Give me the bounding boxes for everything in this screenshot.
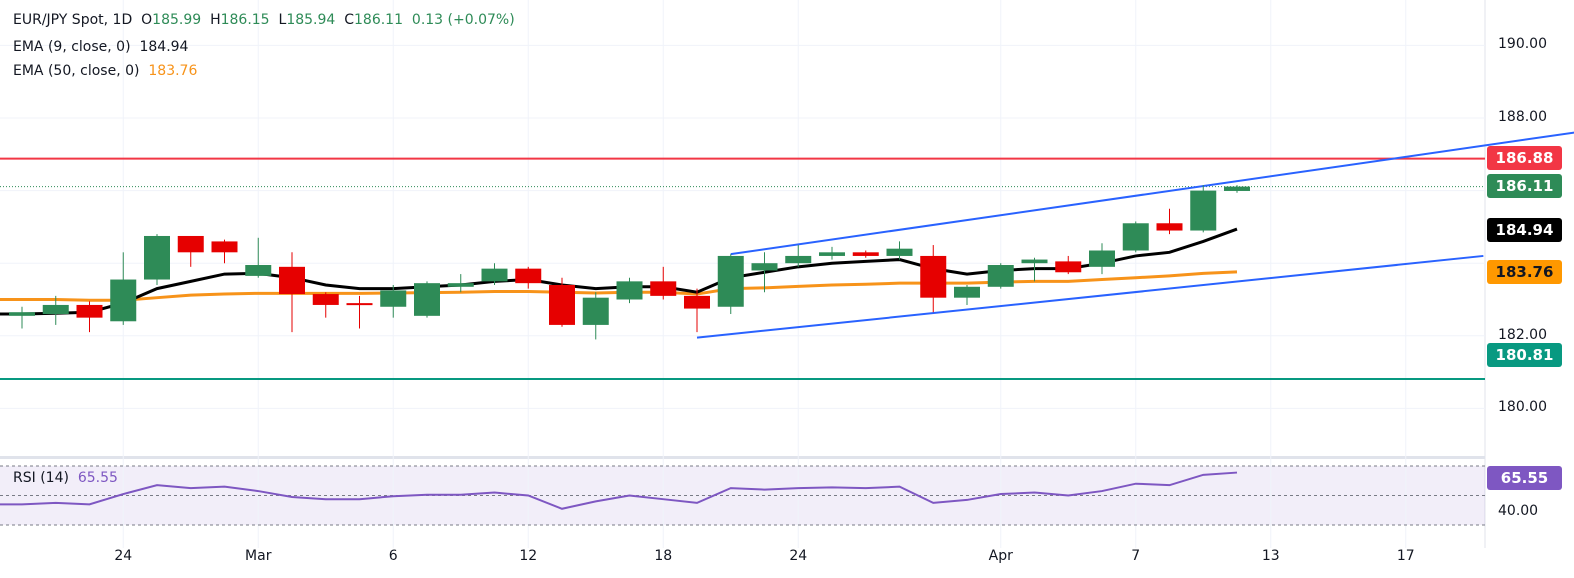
candle-body	[819, 252, 845, 256]
ema9-legend[interactable]: EMA (9, close, 0) 184.94	[13, 39, 188, 55]
candle-body	[1089, 250, 1115, 267]
ema50-value: 183.76	[148, 63, 198, 79]
ema50-label: EMA (50, close, 0)	[13, 63, 140, 79]
ema9-value: 184.94	[139, 39, 189, 55]
date-tick-label: 12	[519, 548, 538, 564]
candle-body	[42, 304, 69, 315]
rsi-axis-label: 40.00	[1498, 503, 1539, 519]
date-tick-label: Mar	[245, 548, 272, 564]
low-value: 185.94	[286, 12, 336, 28]
date-tick-label: 24	[114, 548, 133, 564]
symbol-title: EUR/JPY Spot, 1D	[13, 12, 133, 28]
open-value: 185.99	[152, 12, 202, 28]
candle-body	[1021, 259, 1048, 264]
channel-lower-line	[696, 254, 1484, 339]
close-value: 186.11	[354, 12, 403, 28]
candle-body	[414, 283, 440, 316]
candle-body	[920, 255, 947, 298]
candle-body	[177, 235, 204, 253]
candle-body	[886, 248, 913, 256]
ema9-line	[0, 227, 1238, 316]
rsi-line	[0, 471, 1238, 510]
price-tick-label: 190.00	[1498, 36, 1547, 53]
date-tick-label: 17	[1396, 548, 1415, 564]
candle-body	[76, 304, 103, 318]
candle-body	[717, 255, 744, 307]
ema50-line	[0, 270, 1238, 302]
candle-body	[650, 281, 677, 296]
rsi-legend[interactable]: RSI (14) 65.55	[13, 470, 118, 486]
resistance-price-badge: 186.88	[1487, 146, 1562, 170]
low-label: L	[278, 12, 287, 28]
panel-divider	[0, 456, 1485, 459]
support-price-badge: 180.81	[1487, 343, 1562, 367]
open-label: O	[141, 12, 153, 28]
date-tick-label: 7	[1131, 548, 1141, 564]
ema9-price-badge: 184.94	[1487, 218, 1562, 242]
close-label: C	[344, 12, 354, 28]
rsi-value: 65.55	[77, 470, 118, 486]
candle-body	[1190, 190, 1217, 231]
ema50-price-badge: 183.76	[1487, 260, 1562, 284]
candle-body	[312, 294, 339, 305]
candle-body	[481, 268, 508, 282]
candle-body	[447, 283, 474, 287]
candle-body	[144, 235, 170, 280]
candle-body	[110, 279, 137, 322]
candle-body	[785, 255, 812, 264]
candle-body	[515, 268, 542, 284]
rsi-label: RSI (14)	[13, 470, 69, 486]
candle-body	[954, 286, 980, 298]
candle-body	[1156, 223, 1183, 231]
candle-body	[1055, 261, 1082, 273]
date-tick-label: 18	[654, 548, 673, 564]
date-tick-label: Apr	[988, 548, 1013, 564]
candle-body	[346, 303, 373, 306]
ema9-label: EMA (9, close, 0)	[13, 39, 131, 55]
price-tick-label: 188.00	[1498, 109, 1547, 125]
symbol-legend: EUR/JPY Spot, 1D O185.99 H186.15 L185.94…	[13, 12, 515, 28]
candle-body	[549, 284, 575, 325]
candle-body	[211, 241, 238, 253]
candle-body	[1122, 223, 1149, 251]
candle-body	[1224, 186, 1250, 191]
candle-body	[751, 263, 778, 271]
ema50-legend[interactable]: EMA (50, close, 0) 183.76	[13, 63, 197, 79]
price-tick-label: 182.00	[1498, 326, 1547, 343]
rsi-value-badge: 65.55	[1487, 466, 1562, 490]
candle-body	[684, 295, 710, 309]
price-tick-label: 180.00	[1498, 399, 1547, 416]
candle-body	[616, 281, 643, 300]
candle-body	[279, 266, 305, 295]
candle-body	[582, 297, 609, 325]
candle-body	[852, 252, 879, 256]
candle-body	[9, 312, 35, 316]
date-tick-label: 6	[388, 548, 398, 564]
high-value: 186.15	[220, 12, 270, 28]
candle-body	[245, 265, 272, 276]
date-tick-label: 24	[789, 548, 808, 564]
candle-body	[987, 265, 1014, 287]
high-label: H	[210, 12, 221, 28]
channel-upper-line	[730, 131, 1574, 256]
last-price-badge: 186.11	[1487, 174, 1562, 198]
date-tick-label: 13	[1261, 548, 1280, 564]
change-value: 0.13 (+0.07%)	[411, 12, 515, 28]
candle-body	[380, 290, 407, 307]
